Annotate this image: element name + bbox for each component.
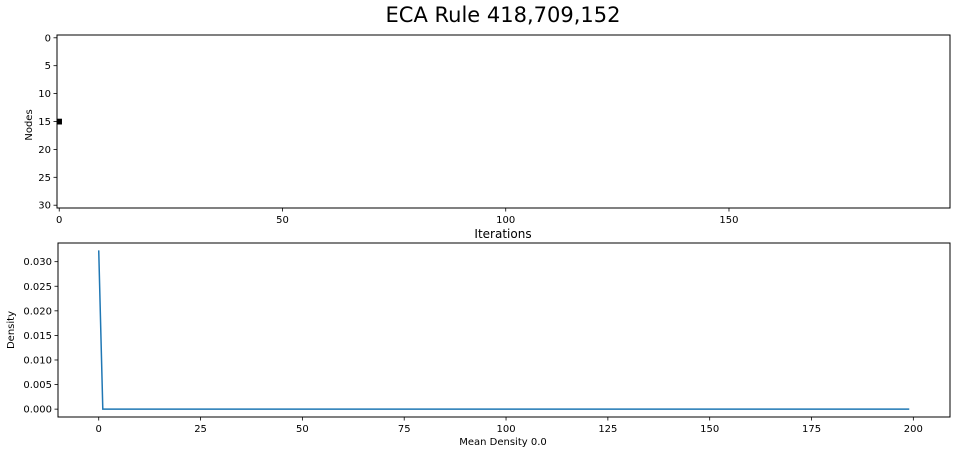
density-line-0 xyxy=(97,250,910,410)
density-y-tick-label-2: 0.010 xyxy=(23,355,52,366)
figure-title: ECA Rule 418,709,152 xyxy=(386,3,621,27)
heatmap-y-tick-label-0: 0 xyxy=(45,33,51,44)
density-x-tick-label-1: 25 xyxy=(194,424,207,435)
heatmap-y-tick-label-4: 20 xyxy=(38,145,51,156)
heatmap-y-tick-label-3: 15 xyxy=(38,117,51,128)
heatmap-title: Iterations xyxy=(474,227,531,241)
heatmap-cell-0 xyxy=(57,118,62,125)
density-series xyxy=(97,250,910,410)
density-x-tick-label-2: 50 xyxy=(296,424,309,435)
heatmap-background xyxy=(57,35,950,208)
heatmap-y-tick-label-1: 5 xyxy=(45,61,51,72)
heatmap-x-tick-label-0: 0 xyxy=(56,215,62,226)
heatmap-cells xyxy=(57,118,62,125)
heatmap-x-tick-label-1: 50 xyxy=(276,215,289,226)
density-y-tick-label-6: 0.030 xyxy=(23,257,52,268)
density-y-tick-label-3: 0.015 xyxy=(23,331,52,342)
density-x-tick-label-3: 75 xyxy=(398,424,411,435)
density-y-tick-label-0: 0.000 xyxy=(23,405,52,416)
density-y-label: Density xyxy=(6,311,17,349)
heatmap-y-tick-label-5: 25 xyxy=(38,173,51,184)
heatmap-y-tick-label-6: 30 xyxy=(38,201,51,212)
heatmap-x-tick-label-2: 100 xyxy=(496,215,515,226)
heatmap-x-ticks: 0 50 100 150 xyxy=(56,208,739,226)
density-y-tick-label-4: 0.020 xyxy=(23,306,52,317)
heatmap-y-label: Nodes xyxy=(24,109,35,140)
heatmap-panel: 0 50 100 150 0 5 10 15 20 25 30 Iterations Nodes xyxy=(24,33,951,241)
density-x-ticks: 0 25 50 75 100 125 150 175 200 xyxy=(96,417,923,435)
density-x-tick-label-0: 0 xyxy=(96,424,102,435)
density-x-tick-label-8: 200 xyxy=(904,424,923,435)
density-x-label: Mean Density 0.0 xyxy=(459,437,547,448)
density-panel: 0 25 50 75 100 125 150 175 200 0.0000.0050.0100.… xyxy=(6,242,951,448)
density-x-tick-label-4: 100 xyxy=(496,424,515,435)
density-x-tick-label-6: 150 xyxy=(700,424,719,435)
heatmap-y-tick-label-2: 10 xyxy=(38,89,51,100)
density-y-ticks: 0.000 0.005 0.010 0.015 0.020 0.025 0.030 xyxy=(23,257,58,416)
heatmap-x-tick-label-3: 150 xyxy=(719,215,738,226)
heatmap-y-ticks: 0 5 10 15 20 25 30 xyxy=(38,33,57,212)
density-y-tick-label-5: 0.025 xyxy=(23,282,52,293)
density-plot-area xyxy=(58,243,950,417)
density-frame xyxy=(57,242,951,418)
density-y-tick-label-1: 0.005 xyxy=(23,380,52,391)
density-x-tick-label-7: 175 xyxy=(802,424,821,435)
density-x-tick-label-5: 125 xyxy=(598,424,617,435)
